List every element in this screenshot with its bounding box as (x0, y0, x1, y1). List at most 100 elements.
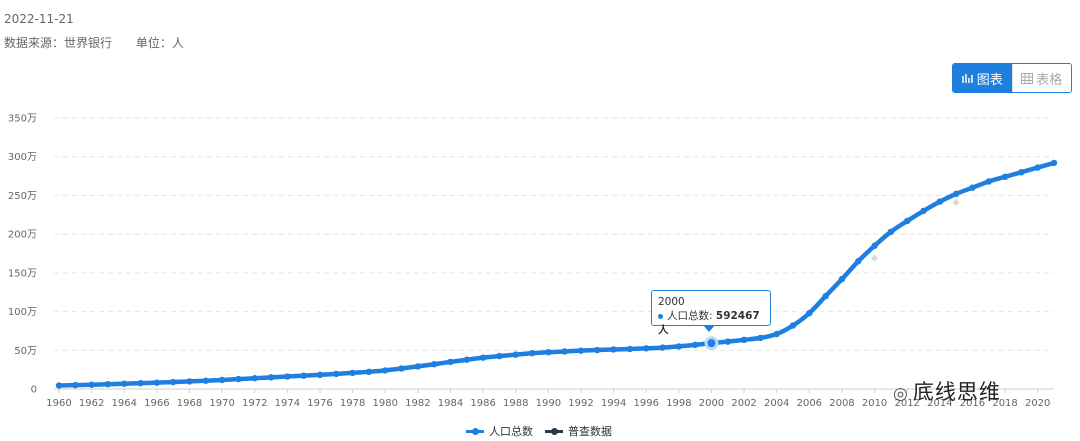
data-point (920, 207, 927, 215)
x-tick-label: 2010 (862, 398, 887, 409)
legend-marker-census (545, 427, 563, 435)
x-tick-label: 1982 (405, 398, 430, 409)
data-point (610, 346, 617, 353)
report-date: 2022-11-21 (4, 12, 74, 26)
series-layer (55, 159, 1058, 389)
data-point (1001, 173, 1009, 181)
x-tick-label: 2006 (797, 398, 822, 409)
data-point (594, 346, 601, 354)
data-point (773, 330, 780, 338)
x-tick-label: 2008 (829, 398, 854, 409)
view-toggle: 图表 表格 (952, 63, 1072, 93)
data-point (561, 348, 568, 355)
tooltip-series-dot (658, 313, 663, 319)
data-point (545, 349, 552, 356)
census-point (871, 254, 879, 262)
data-point (382, 367, 389, 374)
data-point (740, 336, 748, 344)
x-tick-label: 2000 (699, 398, 724, 409)
data-point (806, 309, 813, 317)
census-point (952, 198, 960, 206)
x-tick-label: 1978 (340, 398, 365, 409)
x-tick-label: 1980 (373, 398, 398, 409)
chart-icon (961, 73, 973, 83)
y-tick-label: 150万 (8, 268, 37, 279)
table-view-button[interactable]: 表格 (1011, 64, 1071, 92)
x-tick-label: 2018 (992, 398, 1017, 409)
x-tick-label: 1964 (112, 398, 137, 409)
data-point (528, 350, 536, 357)
x-tick-label: 2004 (764, 398, 789, 409)
legend-item-population[interactable]: 人口总数 (466, 423, 533, 439)
data-point (855, 258, 862, 265)
y-tick-label: 50万 (14, 346, 37, 357)
x-tick-label: 2016 (960, 398, 985, 409)
tooltip-value: 592467人 (658, 310, 760, 336)
data-source: 数据来源：世界银行 单位：人 (4, 34, 184, 51)
data-point (398, 365, 405, 372)
x-axis-ticks: 1960 1962 1964 1966 1968 1970 1972 1974 1976 1978… (46, 389, 1050, 409)
y-tick-label: 250万 (8, 191, 37, 202)
data-tooltip: 2000 人口总数: 592467人 (651, 290, 771, 336)
chart-view-label: 图表 (976, 72, 1003, 88)
data-point (496, 352, 503, 360)
watermark-text: 底线思维 (912, 380, 1001, 404)
data-point (463, 356, 470, 363)
y-axis-ticks: 0 50万 100万 150万 200万 250万 300万 350万 (8, 114, 37, 396)
y-tick-label: 350万 (8, 114, 37, 125)
wechat-icon: ◎ (893, 384, 909, 404)
data-point (284, 373, 291, 380)
data-point (153, 379, 161, 386)
table-icon (1021, 72, 1034, 84)
watermark: ◎ 底线思维 (893, 376, 1001, 406)
chart-view-button[interactable]: 图表 (953, 64, 1012, 92)
legend-label-population: 人口总数 (489, 425, 533, 438)
data-point (1034, 164, 1041, 171)
data-point (577, 347, 585, 354)
x-tick-label: 1962 (79, 398, 104, 409)
data-point (447, 358, 454, 366)
data-point (643, 345, 650, 352)
x-tick-label: 1996 (633, 398, 658, 409)
x-tick-label: 2020 (1025, 398, 1050, 409)
data-point (169, 378, 177, 386)
data-point (675, 343, 683, 350)
data-point (55, 382, 63, 389)
data-point (267, 374, 275, 381)
data-point (887, 228, 895, 236)
data-point (186, 378, 193, 385)
x-tick-label: 1998 (666, 398, 691, 409)
grid-lines (54, 117, 1054, 390)
data-point (88, 381, 95, 388)
data-point (121, 380, 128, 387)
data-point (349, 369, 356, 377)
x-tick-label: 1986 (470, 398, 495, 409)
x-tick-label: 1970 (209, 398, 234, 409)
data-point (871, 242, 878, 249)
data-point (365, 368, 373, 376)
x-tick-label: 1968 (177, 398, 202, 409)
data-point (300, 372, 307, 379)
data-point (626, 345, 634, 353)
x-tick-label: 2012 (894, 398, 919, 409)
data-point (985, 178, 992, 185)
data-point (691, 341, 699, 349)
legend-item-census[interactable]: 普查数据 (545, 423, 612, 439)
data-point (479, 354, 487, 361)
x-tick-label: 1966 (144, 398, 169, 409)
x-tick-label: 1960 (46, 398, 71, 409)
x-tick-label: 1976 (307, 398, 332, 409)
data-point (72, 381, 79, 389)
table-view-label: 表格 (1036, 72, 1063, 88)
data-point (430, 361, 438, 368)
tooltip-series: 人口总数: (667, 310, 713, 322)
data-point (1050, 159, 1058, 167)
data-point (333, 370, 340, 378)
y-tick-label: 100万 (8, 307, 37, 318)
x-tick-label: 1992 (568, 398, 593, 409)
data-point (659, 344, 666, 351)
x-tick-label: 2002 (731, 398, 756, 409)
data-point (1018, 169, 1025, 176)
population-line (56, 160, 1057, 388)
